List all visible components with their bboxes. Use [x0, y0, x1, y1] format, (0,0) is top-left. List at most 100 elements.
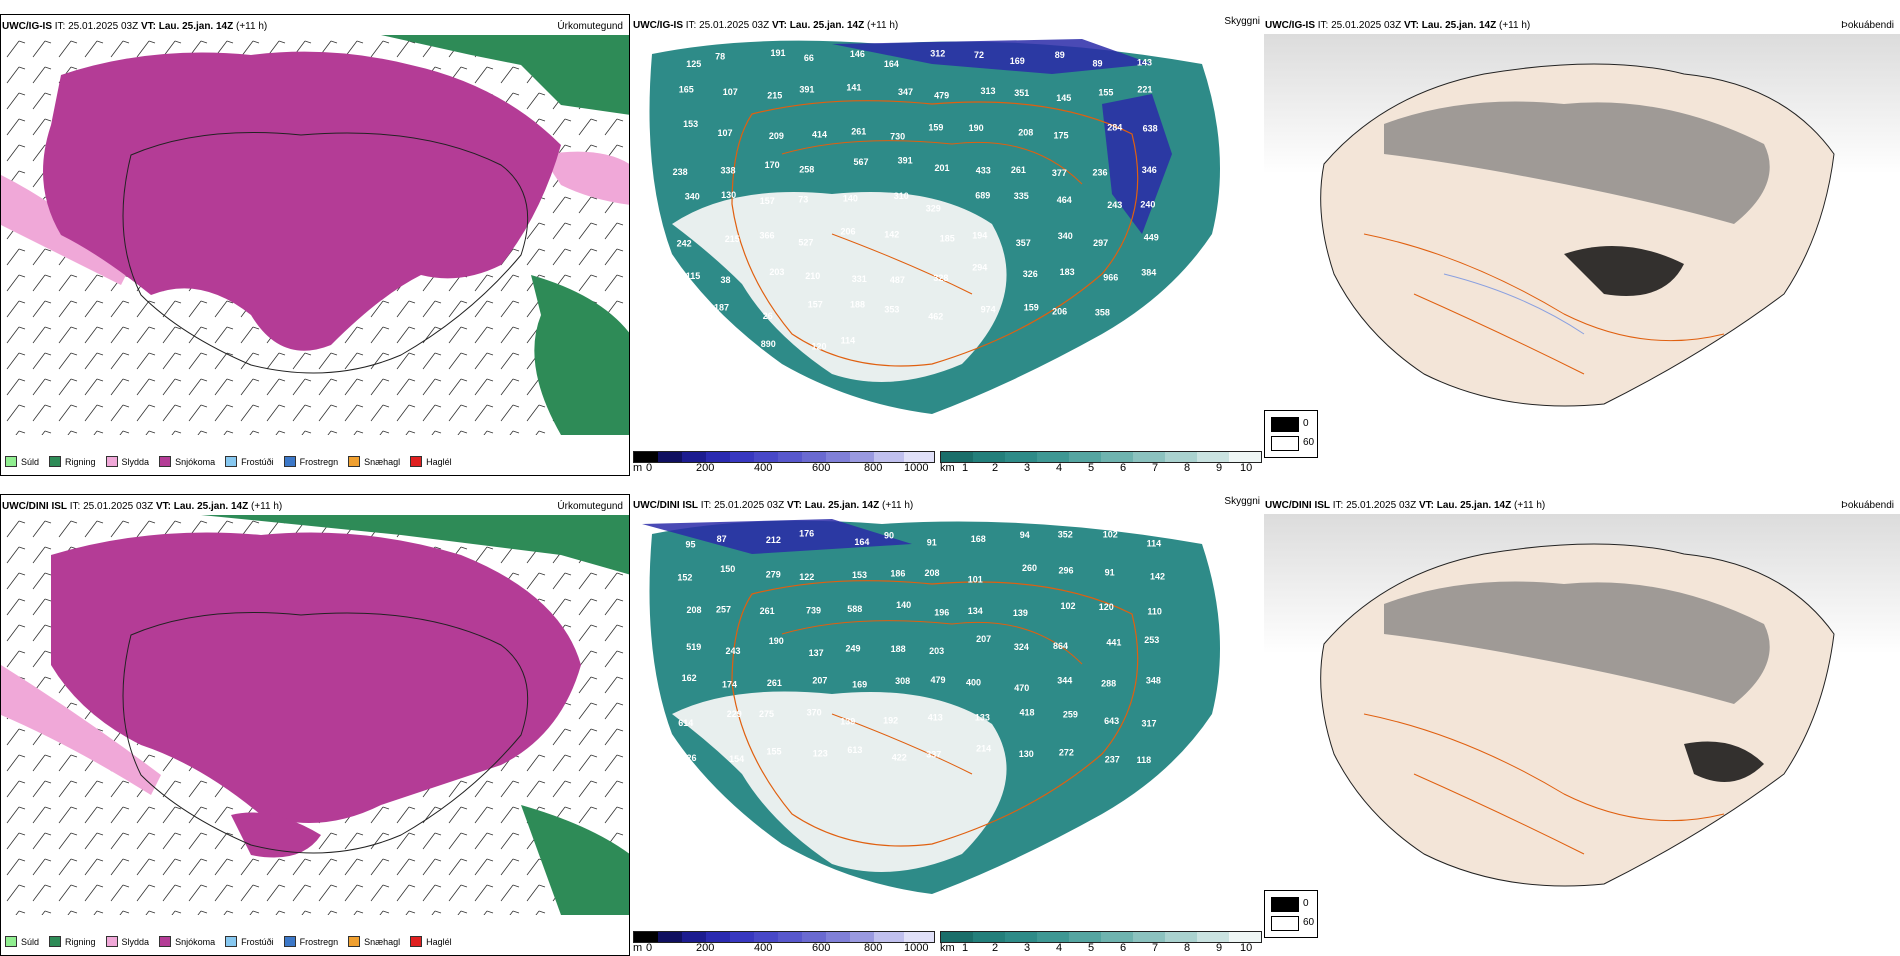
- ceiling-label: 253: [1144, 635, 1159, 645]
- ceiling-label: 157: [808, 300, 823, 310]
- ceiling-label: 240: [1140, 200, 1155, 210]
- ceiling-label: 203: [929, 646, 944, 656]
- ceiling-label: 192: [883, 715, 898, 725]
- legend-item: Frostregn: [283, 936, 338, 947]
- ceiling-label: 974: [981, 305, 996, 315]
- ceiling-label: 391: [898, 156, 913, 166]
- legend-item: Rigning: [49, 936, 96, 947]
- ceiling-label: 101: [968, 574, 983, 584]
- fog-map: [1264, 34, 1900, 407]
- ceiling-label: 210: [805, 271, 820, 281]
- ceiling-label: 391: [799, 84, 814, 94]
- ceiling-label: 130: [1019, 749, 1034, 759]
- ceiling-colorbar: [633, 931, 935, 943]
- legend-item: Snjókoma: [159, 456, 215, 467]
- ceiling-label: 139: [1013, 608, 1028, 618]
- legend-item: Haglél: [410, 936, 452, 947]
- ceiling-label: 187: [714, 303, 729, 313]
- ceiling-label: 313: [981, 86, 996, 96]
- ceiling-label: 196: [934, 607, 949, 617]
- ceiling-label: 312: [930, 49, 945, 59]
- ceiling-label: 297: [1093, 238, 1108, 248]
- ceiling-label: 190: [969, 123, 984, 133]
- legend-item: Snæhagl: [348, 936, 400, 947]
- ceiling-label: 154: [729, 754, 744, 764]
- rain-area: [521, 805, 629, 915]
- ceiling-label: 208: [1018, 128, 1033, 138]
- ceiling-label: 261: [760, 606, 775, 616]
- ceiling-colorbar: [633, 451, 935, 463]
- ceiling-label: 337: [926, 750, 941, 760]
- ceiling-label: 26: [763, 311, 773, 321]
- fog-legend: 0 60: [1264, 410, 1318, 458]
- ceiling-label: 242: [677, 238, 692, 248]
- ceiling-label: 400: [966, 677, 981, 687]
- ceiling-label: 346: [1142, 165, 1157, 175]
- ceiling-label: 340: [685, 191, 700, 201]
- ceiling-label: 170: [765, 160, 780, 170]
- ceiling-label: 351: [1014, 88, 1029, 98]
- ceiling-label: 169: [852, 679, 867, 689]
- ceiling-label: 275: [759, 709, 774, 719]
- ceiling-label: 209: [769, 131, 784, 141]
- snow-area: [51, 532, 581, 823]
- ceiling-label: 284: [1107, 122, 1122, 132]
- ceiling-label: 324: [1014, 642, 1029, 652]
- parameter-title: Þokuábendi: [1841, 20, 1894, 31]
- visibility-map: 95 87 212 176 164 90 91 168 94 352 102 114 152 150 279…: [642, 519, 1220, 894]
- ceiling-label: 288: [1101, 679, 1116, 689]
- ceiling-label: 118: [1137, 755, 1152, 765]
- ceiling-label: 91: [927, 538, 937, 548]
- ceiling-label: 102: [1061, 601, 1076, 611]
- sleet-area: [1, 665, 161, 795]
- ceiling-label: 87: [717, 534, 727, 544]
- ceiling-label: 155: [767, 747, 782, 757]
- ceiling-label: 153: [852, 570, 867, 580]
- ceiling-label: 422: [892, 753, 907, 763]
- panel-title: UWC/DINI ISL IT: 25.01.2025 03Z VT: Lau.…: [2, 501, 283, 512]
- ceiling-label: 139: [840, 716, 855, 726]
- ceiling-label: 146: [850, 49, 865, 59]
- ceiling-label: 326: [1023, 269, 1038, 279]
- parameter-title: Skyggni: [1224, 496, 1260, 507]
- ceiling-label: 130: [721, 190, 736, 200]
- ceiling-label: 229: [727, 709, 742, 719]
- ceiling-label: 347: [898, 87, 913, 97]
- ceiling-label: 188: [891, 644, 906, 654]
- ceiling-label: 329: [926, 203, 941, 213]
- ceiling-label: 441: [1106, 637, 1121, 647]
- ceiling-label: 588: [847, 604, 862, 614]
- ceiling-label: 890: [761, 339, 776, 349]
- ceiling-label: 377: [1052, 168, 1067, 178]
- legend-item: Rigning: [49, 456, 96, 467]
- ceiling-label: 133: [975, 712, 990, 722]
- ceiling-label: 168: [971, 534, 986, 544]
- ceiling-label: 317: [1142, 719, 1157, 729]
- ceiling-label: 470: [1014, 683, 1029, 693]
- ceiling-label: 155: [1098, 88, 1113, 98]
- ceiling-label: 344: [1057, 676, 1072, 686]
- ceiling-label: 215: [725, 234, 740, 244]
- ceiling-label: 243: [1107, 200, 1122, 210]
- panel-title: UWC/IG-IS IT: 25.01.2025 03Z VT: Lau. 25…: [2, 21, 268, 32]
- ceiling-label: 214: [976, 744, 991, 754]
- ceiling-label: 91: [1105, 568, 1115, 578]
- sleet-area: [541, 151, 629, 205]
- ceiling-label: 141: [846, 83, 861, 93]
- ceiling-label: 190: [1138, 310, 1153, 320]
- ceiling-label: 259: [1063, 710, 1078, 720]
- ceiling-label: 159: [928, 122, 943, 132]
- ceiling-label: 221: [1137, 85, 1152, 95]
- visibility-colorbar: [940, 451, 1262, 463]
- ceiling-label: 120: [812, 341, 827, 351]
- ceiling-label: 326: [682, 753, 697, 763]
- legend-item: Slydda: [105, 456, 149, 467]
- ceiling-label: 638: [1143, 124, 1158, 134]
- legend-item: Haglél: [410, 456, 452, 467]
- ceiling-label: 433: [976, 166, 991, 176]
- ceiling-label: 479: [931, 675, 946, 685]
- ceiling-label: 153: [683, 119, 698, 129]
- legend-item: Súld: [5, 936, 39, 947]
- ceiling-label: 730: [890, 132, 905, 142]
- ceiling-label: 864: [1053, 641, 1068, 651]
